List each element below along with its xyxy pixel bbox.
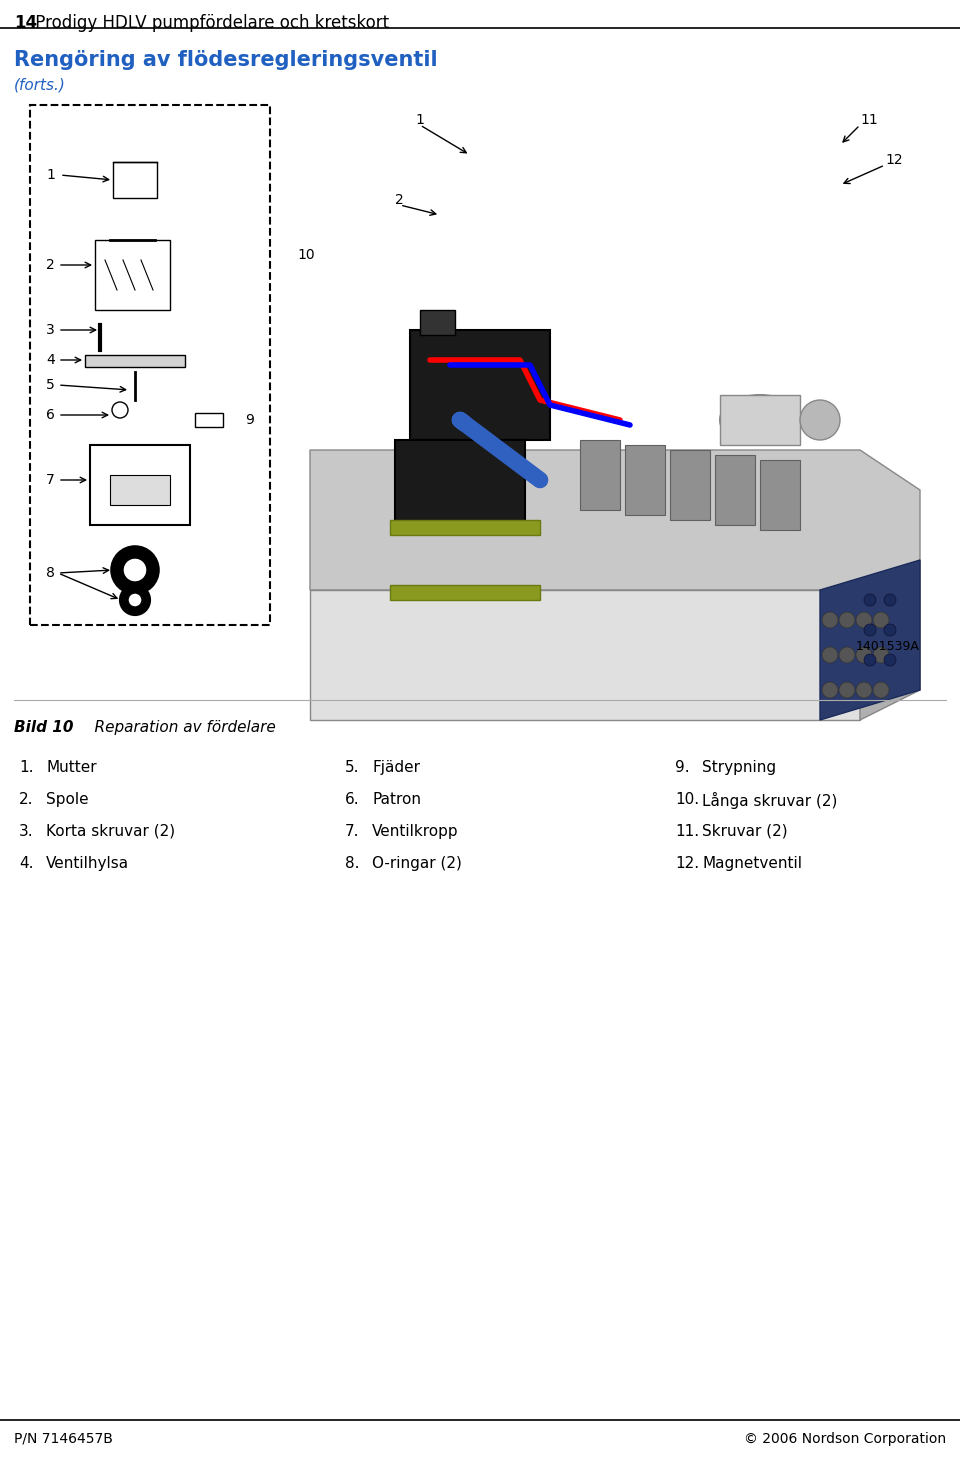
- Ellipse shape: [800, 400, 840, 439]
- Text: 2: 2: [46, 258, 55, 272]
- Text: Korta skruvar (2): Korta skruvar (2): [46, 823, 175, 840]
- Circle shape: [856, 647, 872, 663]
- Text: 9: 9: [245, 413, 253, 426]
- Text: 1: 1: [46, 168, 55, 182]
- Circle shape: [856, 682, 872, 698]
- Polygon shape: [860, 561, 920, 720]
- Bar: [760, 460, 800, 530]
- Text: Långa skruvar (2): Långa skruvar (2): [702, 791, 837, 809]
- Circle shape: [864, 654, 876, 666]
- Text: 8.: 8.: [345, 856, 359, 872]
- Bar: [625, 445, 665, 515]
- Text: 11.: 11.: [675, 823, 699, 840]
- Text: Prodigy HDLV pumpfördelare och kretskort: Prodigy HDLV pumpfördelare och kretskort: [30, 15, 389, 32]
- Text: 5.: 5.: [345, 761, 359, 775]
- Text: 7: 7: [46, 473, 55, 488]
- Text: (forts.): (forts.): [14, 77, 66, 93]
- Text: 4: 4: [46, 353, 55, 366]
- Text: Patron: Patron: [372, 791, 421, 807]
- Polygon shape: [310, 450, 920, 590]
- Circle shape: [864, 594, 876, 606]
- Circle shape: [884, 654, 896, 666]
- Text: 1: 1: [415, 112, 424, 127]
- Circle shape: [884, 623, 896, 637]
- Circle shape: [112, 402, 128, 418]
- Text: Spole: Spole: [46, 791, 88, 807]
- Circle shape: [128, 593, 142, 607]
- Circle shape: [121, 585, 149, 615]
- Text: 3: 3: [46, 323, 55, 337]
- Bar: [390, 520, 540, 534]
- Text: 1401539A: 1401539A: [856, 639, 920, 653]
- Circle shape: [839, 612, 855, 628]
- Bar: [720, 396, 800, 445]
- Text: 5: 5: [46, 378, 55, 391]
- Bar: [30, 105, 270, 625]
- Text: 14: 14: [14, 15, 37, 32]
- Circle shape: [873, 647, 889, 663]
- Bar: [90, 445, 190, 526]
- Bar: [410, 330, 550, 439]
- Text: 6.: 6.: [345, 791, 360, 807]
- Circle shape: [123, 558, 147, 583]
- Text: 12.: 12.: [675, 856, 699, 872]
- Text: 2.: 2.: [19, 791, 34, 807]
- Text: 7.: 7.: [345, 823, 359, 840]
- Circle shape: [113, 548, 157, 591]
- Bar: [580, 439, 620, 510]
- Text: Fjäder: Fjäder: [372, 761, 420, 775]
- Text: 10.: 10.: [675, 791, 699, 807]
- Text: 8: 8: [46, 566, 55, 580]
- Text: Ventilhylsa: Ventilhylsa: [46, 856, 130, 872]
- Circle shape: [839, 682, 855, 698]
- Text: Bild 10: Bild 10: [14, 720, 74, 734]
- Text: Skruvar (2): Skruvar (2): [702, 823, 787, 840]
- Bar: [113, 162, 157, 199]
- Text: 10: 10: [297, 248, 315, 261]
- Polygon shape: [310, 590, 860, 720]
- Bar: [85, 355, 185, 366]
- Text: Strypning: Strypning: [702, 761, 776, 775]
- Bar: [195, 413, 223, 426]
- Bar: [95, 239, 170, 310]
- Text: Mutter: Mutter: [46, 761, 97, 775]
- Circle shape: [864, 623, 876, 637]
- Text: 6: 6: [46, 407, 55, 422]
- Text: 4.: 4.: [19, 856, 34, 872]
- Bar: [390, 585, 540, 600]
- Text: Magnetventil: Magnetventil: [702, 856, 802, 872]
- Bar: [670, 450, 710, 520]
- Text: © 2006 Nordson Corporation: © 2006 Nordson Corporation: [744, 1432, 946, 1445]
- Bar: [715, 456, 755, 526]
- Bar: [395, 439, 525, 530]
- Circle shape: [839, 647, 855, 663]
- Circle shape: [822, 647, 838, 663]
- Text: 1.: 1.: [19, 761, 34, 775]
- Circle shape: [873, 682, 889, 698]
- Text: 3.: 3.: [19, 823, 34, 840]
- Circle shape: [873, 612, 889, 628]
- Text: Rengöring av flödesregleringsventil: Rengöring av flödesregleringsventil: [14, 50, 438, 70]
- Text: P/N 7146457B: P/N 7146457B: [14, 1432, 113, 1445]
- Text: 12: 12: [885, 153, 902, 166]
- Bar: [110, 474, 170, 505]
- Polygon shape: [820, 561, 920, 720]
- Text: 11: 11: [860, 112, 877, 127]
- Ellipse shape: [720, 396, 800, 445]
- Text: 9.: 9.: [675, 761, 689, 775]
- Text: Ventilkropp: Ventilkropp: [372, 823, 459, 840]
- Circle shape: [884, 594, 896, 606]
- Circle shape: [856, 612, 872, 628]
- Text: O-ringar (2): O-ringar (2): [372, 856, 462, 872]
- Text: Reparation av fördelare: Reparation av fördelare: [75, 720, 276, 734]
- Circle shape: [822, 612, 838, 628]
- Bar: [420, 310, 455, 334]
- Text: 2: 2: [395, 193, 404, 207]
- Circle shape: [822, 682, 838, 698]
